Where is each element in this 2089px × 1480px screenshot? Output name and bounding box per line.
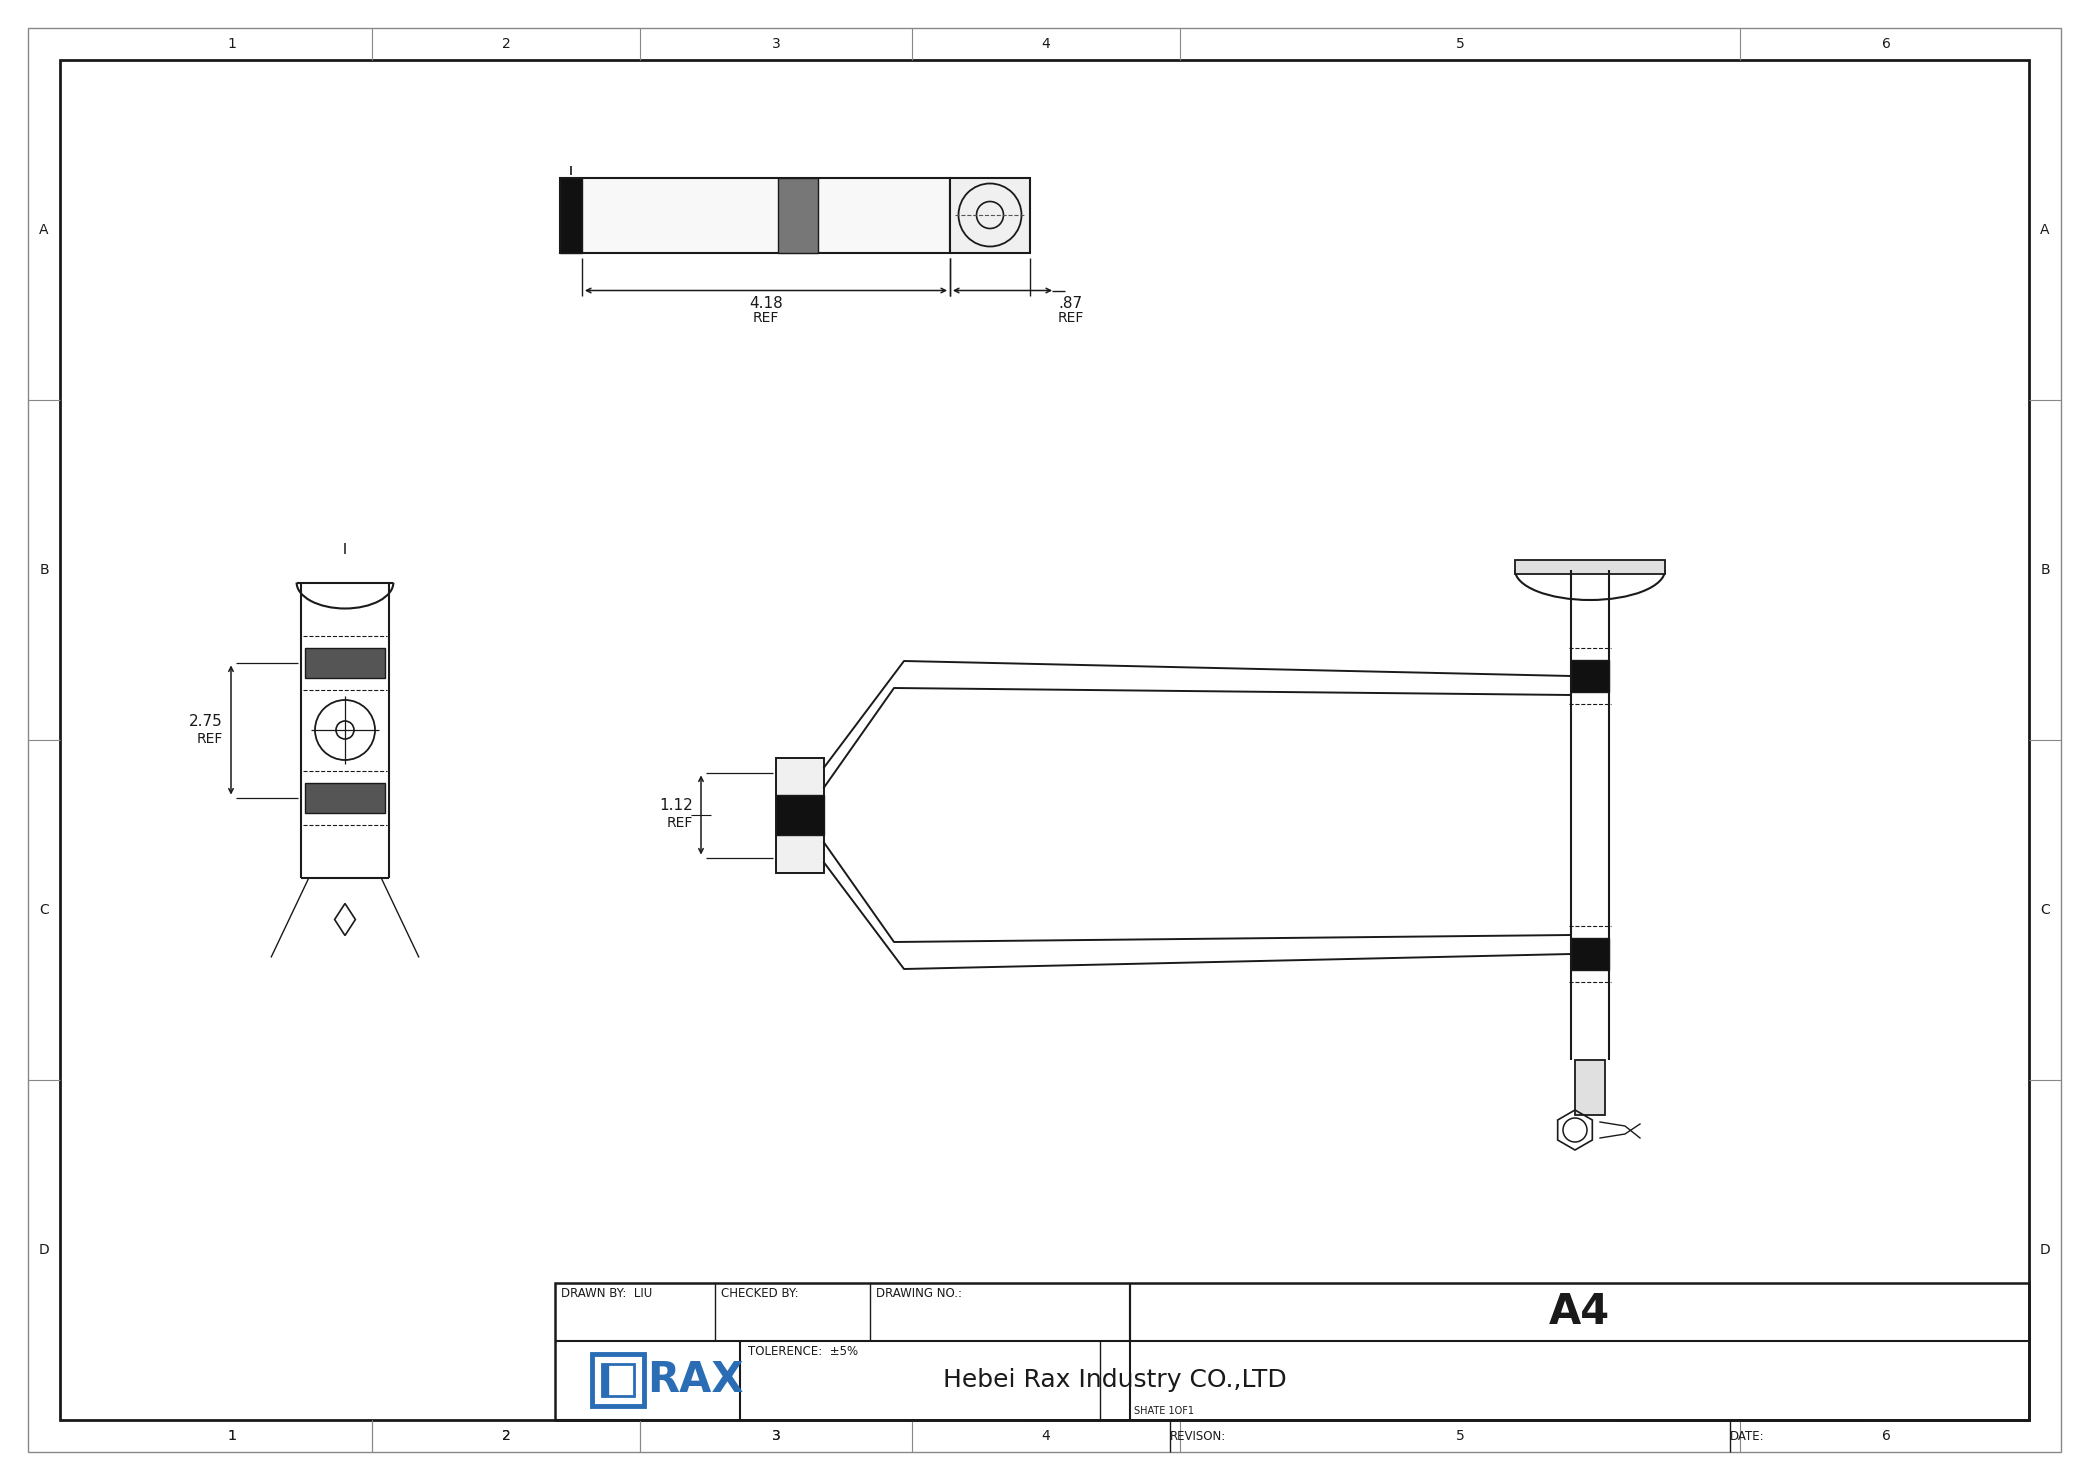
- Text: RAX: RAX: [648, 1359, 744, 1402]
- Bar: [560, 178, 583, 253]
- Text: CHECKED BY:: CHECKED BY:: [721, 1288, 798, 1299]
- Text: DRAWN BY:  LIU: DRAWN BY: LIU: [562, 1288, 652, 1299]
- Text: DRAWING NO.:: DRAWING NO.:: [875, 1288, 963, 1299]
- Text: D: D: [38, 1243, 50, 1257]
- Text: 2: 2: [501, 37, 510, 50]
- Text: 1: 1: [228, 1430, 236, 1443]
- Text: .87: .87: [1057, 296, 1082, 311]
- Text: C: C: [2041, 903, 2049, 918]
- Text: 3: 3: [771, 1430, 781, 1443]
- Text: B: B: [2041, 562, 2049, 577]
- Text: D: D: [2039, 1243, 2051, 1257]
- Text: 2: 2: [501, 1430, 510, 1443]
- Text: Hebei Rax Industry CO.,LTD: Hebei Rax Industry CO.,LTD: [942, 1369, 1287, 1393]
- Bar: [1571, 660, 1609, 693]
- Bar: [775, 758, 823, 873]
- Text: 6: 6: [1882, 37, 1891, 50]
- Text: 4: 4: [1042, 37, 1051, 50]
- Text: REF: REF: [752, 311, 779, 324]
- Text: REF: REF: [1057, 311, 1084, 324]
- Text: TOLERENCE:  ±5%: TOLERENCE: ±5%: [748, 1344, 859, 1357]
- Bar: [779, 178, 819, 253]
- Text: 1.12: 1.12: [660, 799, 694, 814]
- Text: REF: REF: [196, 733, 224, 746]
- Text: 1: 1: [228, 37, 236, 50]
- Text: SHATE 1OF1: SHATE 1OF1: [1134, 1406, 1195, 1416]
- Bar: [556, 1283, 2028, 1419]
- Text: A: A: [2041, 223, 2049, 237]
- Text: 5: 5: [1456, 37, 1464, 50]
- Bar: [602, 1365, 633, 1396]
- Text: B: B: [40, 562, 48, 577]
- Text: REF: REF: [666, 815, 694, 830]
- Text: 4: 4: [1042, 1430, 1051, 1443]
- Text: A4: A4: [1548, 1291, 1611, 1333]
- Text: 5: 5: [1456, 1430, 1464, 1443]
- Text: C: C: [40, 903, 48, 918]
- Text: 1: 1: [228, 1430, 236, 1443]
- Bar: [591, 1354, 643, 1406]
- Bar: [1575, 1060, 1604, 1114]
- Bar: [1515, 559, 1665, 574]
- Text: 3: 3: [771, 1430, 781, 1443]
- Bar: [775, 795, 823, 835]
- Text: REVISON:: REVISON:: [1170, 1430, 1226, 1443]
- Text: 6: 6: [1882, 1430, 1891, 1443]
- Bar: [950, 178, 1030, 253]
- Bar: [305, 648, 384, 678]
- Bar: [560, 178, 950, 253]
- Bar: [1571, 938, 1609, 969]
- Text: 2.75: 2.75: [190, 715, 224, 730]
- Text: 4.18: 4.18: [750, 296, 783, 311]
- Text: 3: 3: [771, 37, 781, 50]
- Text: A: A: [40, 223, 48, 237]
- Text: 2: 2: [501, 1430, 510, 1443]
- Bar: [602, 1365, 608, 1396]
- Text: DATE:: DATE:: [1730, 1430, 1765, 1443]
- Bar: [305, 783, 384, 813]
